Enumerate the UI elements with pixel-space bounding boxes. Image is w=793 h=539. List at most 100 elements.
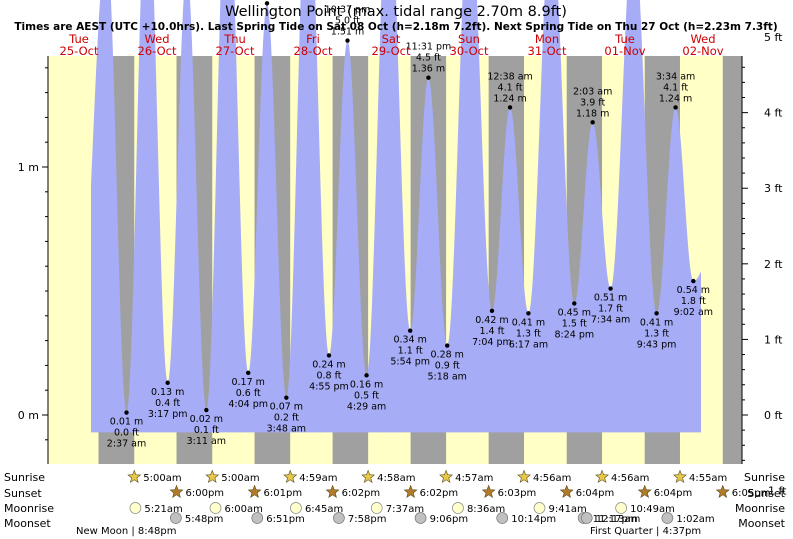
tide-point: [165, 380, 170, 385]
moonrise-row-label-left: Moonrise: [4, 502, 54, 515]
tide-points: 8:31 pm6.2 ft1.88 m0.01 m0.0 ft2:37 am9:…: [107, 0, 713, 450]
tide-time-label: 5:18 am: [428, 372, 467, 383]
tide-m-label: 1.24 m: [659, 93, 692, 104]
sunrise-icon: [283, 469, 298, 483]
sunrise-icon: [673, 469, 687, 483]
tide-point: [572, 301, 577, 306]
sunrise-icon: [205, 469, 220, 483]
sunrise-icon: [517, 469, 531, 483]
tide-ft-label: 0.0 ft: [114, 428, 139, 439]
moon-phase-new: New Moon | 8:48pm: [76, 526, 176, 537]
tide-time-label: 7:04 pm: [472, 337, 512, 348]
sunset-time: 6:05pm: [732, 488, 771, 499]
moonset-icon: [251, 512, 264, 524]
tide-time-label: 2:37 am: [107, 439, 146, 450]
tide-m-label: 0.41 m: [512, 317, 545, 328]
moonset-icon: [496, 512, 509, 524]
day-of-week: Mon: [535, 32, 559, 46]
moonrise-icon: [533, 502, 546, 514]
moonrise-icon: [290, 502, 302, 514]
moonset-icon: [170, 512, 182, 524]
tide-ft-label: 4.1 ft: [498, 82, 523, 93]
moonset-icon: [580, 512, 593, 524]
tide-m-label: 0.02 m: [190, 414, 223, 425]
moon-phase-first-quarter: First Quarter | 4:37pm: [590, 526, 701, 537]
day-of-week: Wed: [690, 32, 715, 46]
tide-ft-label: 0.9 ft: [435, 361, 460, 372]
moonrise-icon: [209, 502, 222, 514]
day-headers: Tue25-OctWed26-OctThu27-OctFri28-OctSat2…: [60, 32, 724, 58]
sunrise-row-label-left: Sunrise: [4, 471, 45, 484]
tide-point: [426, 75, 431, 80]
day-of-week: Fri: [306, 32, 320, 46]
tide-point: [264, 1, 270, 6]
moonset-time: 1:02am: [676, 514, 714, 525]
moonrise-icon: [452, 502, 464, 514]
sunset-icon: [403, 484, 418, 498]
sunset-row-label-right: Sunset: [747, 487, 785, 500]
tide-curve-area: [91, 0, 701, 433]
tide-time-label: 7:34 am: [591, 315, 630, 326]
moonrise-icon: [370, 502, 383, 514]
right-tick-label: -1 ft: [764, 485, 787, 498]
left-tick-label: 0 m: [18, 409, 39, 422]
tide-point: [489, 308, 495, 314]
tide-time-label: 5:54 pm: [390, 357, 430, 368]
chart-title: Wellington Point (max. tidal range 2.70m…: [225, 4, 567, 20]
tide-point: [246, 370, 251, 376]
day-of-week: Sun: [458, 32, 480, 46]
moonset-time: 5:48pm: [185, 514, 224, 525]
tide-ft-label: 0.4 ft: [155, 398, 180, 409]
astro-table: Sunrise Sunrise Sunset Sunset Moonrise Moonri…: [4, 469, 786, 537]
tide-point: [284, 395, 289, 400]
tide-m-label: 1.36 m: [412, 64, 445, 75]
tide-ft-label: 1.3 ft: [644, 328, 669, 339]
moonset-icon: [414, 512, 427, 524]
moonset-icon: [333, 512, 345, 524]
tide-time-label: 3:17 pm: [148, 409, 188, 420]
tide-point: [608, 286, 613, 291]
tide-ft-label: 0.8 ft: [316, 370, 341, 381]
axes: 0 m1 m2 m-1 ft0 ft1 ft2 ft3 ft4 ft5 ft6 …: [18, 31, 787, 498]
tide-point: [507, 105, 513, 110]
tide-time-label: 4:04 pm: [228, 399, 268, 410]
sunset-time: 6:01pm: [264, 488, 303, 499]
tide-point: [326, 353, 332, 358]
tide-time-label: 10:37 pm: [325, 5, 371, 16]
day-date: 29-Oct: [372, 44, 411, 58]
moonset-time: 7:58pm: [348, 514, 387, 525]
tide-time-label: 3:34 am: [656, 71, 695, 82]
tide-ft-label: 5.0 ft: [335, 16, 360, 27]
tide-time-label: 6:17 am: [509, 339, 548, 350]
moonset-time: 11:17pm: [593, 514, 638, 525]
tide-m-label: 0.01 m: [110, 417, 143, 428]
left-tick-label: 1 m: [18, 161, 39, 174]
sunset-time: 6:02pm: [342, 488, 381, 499]
sunset-time: 6:03pm: [498, 488, 537, 499]
sunset-icon: [247, 484, 262, 498]
tide-m-label: 0.28 m: [431, 350, 464, 361]
tide-time-label: 12:38 am: [487, 71, 532, 82]
tide-point: [124, 410, 129, 415]
tide-ft-label: 1.8 ft: [681, 296, 706, 307]
sunrise-time: 4:57am: [455, 473, 493, 484]
tide-time-label: 2:03 am: [573, 86, 612, 97]
tide-point: [364, 373, 369, 378]
moonset-time: 12:13am: [596, 514, 641, 525]
moonrise-time: 10:49am: [630, 504, 675, 515]
tide-ft-label: 0.6 ft: [236, 388, 261, 399]
sunset-icon: [715, 484, 730, 498]
tide-point: [590, 120, 595, 125]
tide-time-label: 3:11 am: [187, 436, 226, 447]
sunrise-icon: [439, 469, 454, 483]
sunset-row-label-left: Sunset: [4, 487, 42, 500]
tide-ft-label: 0.5 ft: [354, 390, 379, 401]
moonrise-time: 8:36am: [467, 504, 505, 515]
tide-m-label: 0.45 m: [558, 307, 591, 318]
day-date: 27-Oct: [216, 44, 255, 58]
sunrise-time: 5:00am: [143, 473, 181, 484]
tide-m-label: 1.51 m: [331, 27, 364, 38]
moonset-time: 9:06pm: [430, 514, 469, 525]
tide-ft-label: 4.5 ft: [416, 53, 441, 64]
